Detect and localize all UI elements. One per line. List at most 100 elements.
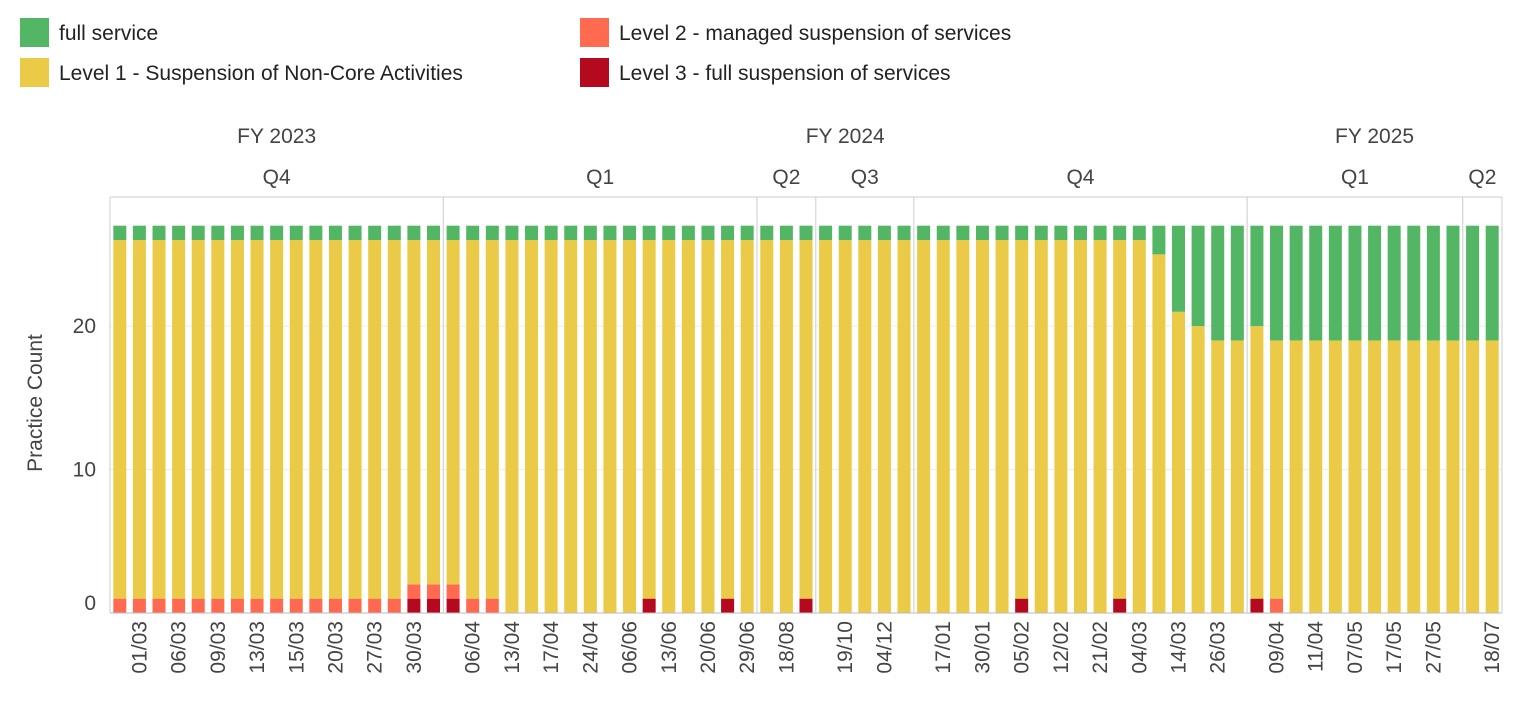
bar-segment [505, 225, 519, 241]
bar-segment [348, 225, 362, 241]
legend-swatch [580, 58, 609, 87]
bar-segment [995, 225, 1009, 241]
bar-segment [642, 240, 656, 599]
bar-segment [270, 240, 284, 599]
legend-swatch [20, 58, 49, 87]
x-tick-label: 01/03 [128, 621, 151, 674]
year-label: FY 2024 [806, 125, 885, 148]
bar-segment [132, 225, 146, 241]
bar-segment [1054, 240, 1068, 613]
bar-segment [603, 225, 617, 241]
bar-segment [152, 240, 166, 599]
bar-segment [1270, 225, 1284, 341]
bar-segment [760, 240, 774, 613]
bar-segment [544, 240, 558, 613]
quarter-label: Q1 [1341, 166, 1369, 189]
bar-segment [1230, 225, 1244, 341]
bar-segment [838, 240, 852, 613]
bar-segment [1015, 240, 1029, 599]
bar-segment [328, 225, 342, 241]
bar-segment [1387, 340, 1401, 613]
bar-segment [466, 225, 480, 241]
bar-segment [858, 225, 872, 241]
bar-segment [1113, 225, 1127, 241]
bar-segment [662, 225, 676, 241]
bar-segment [701, 225, 715, 241]
quarter-label: Q3 [851, 166, 879, 189]
bar-segment [1211, 340, 1225, 613]
bar-segment [799, 598, 813, 613]
legend-label: Level 2 - managed suspension of services [619, 22, 1011, 45]
bar-segment [172, 240, 186, 599]
bar-segment [387, 225, 401, 241]
x-tick-label: 05/02 [1011, 621, 1034, 674]
bar-segment [387, 598, 401, 613]
bar-segment [819, 225, 833, 241]
bar-segment [642, 598, 656, 613]
bar-segment [289, 225, 303, 241]
bar-segment [936, 225, 950, 241]
bar-segment [172, 225, 186, 241]
bar-segment [446, 240, 460, 585]
bar-segment [1407, 340, 1421, 613]
bar-segment [407, 598, 421, 613]
x-tick-label: 18/08 [775, 621, 798, 674]
bar-segment [956, 225, 970, 241]
quarter-label: Q1 [586, 166, 614, 189]
x-tick-label: 06/04 [462, 621, 485, 674]
bar-segment [113, 225, 127, 241]
bar-segment [426, 240, 440, 585]
bar-segment [917, 225, 931, 241]
x-tick-label: 30/03 [403, 621, 426, 674]
x-tick-label: 04/03 [1128, 621, 1151, 674]
bar-segment [1348, 340, 1362, 613]
bar-segment [368, 225, 382, 241]
bar-segment [525, 225, 539, 241]
legend-label: Level 3 - full suspension of services [619, 62, 951, 85]
bar-segment [1309, 340, 1323, 613]
bar-segment [1034, 225, 1048, 241]
bar-segment [250, 225, 264, 241]
quarter-label: Q4 [263, 166, 291, 189]
bar-segment [623, 240, 637, 613]
bar-segment [289, 598, 303, 613]
x-tick-label: 06/06 [619, 621, 642, 674]
bar-segment [1073, 225, 1087, 241]
bar-segment [368, 240, 382, 599]
x-tick-label: 09/03 [207, 621, 230, 674]
bar-segment [819, 240, 833, 613]
bar-segment [525, 240, 539, 613]
x-tick-label: 07/05 [1344, 621, 1367, 674]
bar-segment [1466, 225, 1480, 341]
bar-segment [132, 240, 146, 599]
bar-segment [1426, 225, 1440, 341]
bar-segment [583, 225, 597, 241]
bar-segment [309, 225, 323, 241]
bar-segment [721, 598, 735, 613]
x-tick-label: 18/07 [1481, 621, 1504, 674]
x-tick-label: 24/04 [579, 621, 602, 674]
quarter-label: Q4 [1066, 166, 1094, 189]
bar-segment [1270, 340, 1284, 599]
bar-segment [779, 240, 793, 613]
bar-segment [995, 240, 1009, 613]
bar-segment [740, 240, 754, 613]
x-tick-label: 30/01 [971, 621, 994, 674]
y-tick-label: 0 [84, 592, 96, 615]
bar-segment [1152, 225, 1166, 255]
x-tick-label: 11/04 [1305, 621, 1328, 672]
bar-segment [975, 225, 989, 241]
x-tick-label: 27/05 [1422, 621, 1445, 674]
x-tick-label: 12/02 [1050, 621, 1073, 674]
bar-segment [760, 225, 774, 241]
bar-segment [1113, 598, 1127, 613]
bar-segment [1054, 225, 1068, 241]
x-tick-label: 13/06 [658, 621, 681, 674]
legend-swatch [580, 18, 609, 47]
bar-segment [1073, 240, 1087, 613]
quarter-label: Q2 [772, 166, 800, 189]
bar-segment [289, 240, 303, 599]
bar-segment [230, 225, 244, 241]
bar-segment [1211, 225, 1225, 341]
bar-segment [917, 240, 931, 613]
